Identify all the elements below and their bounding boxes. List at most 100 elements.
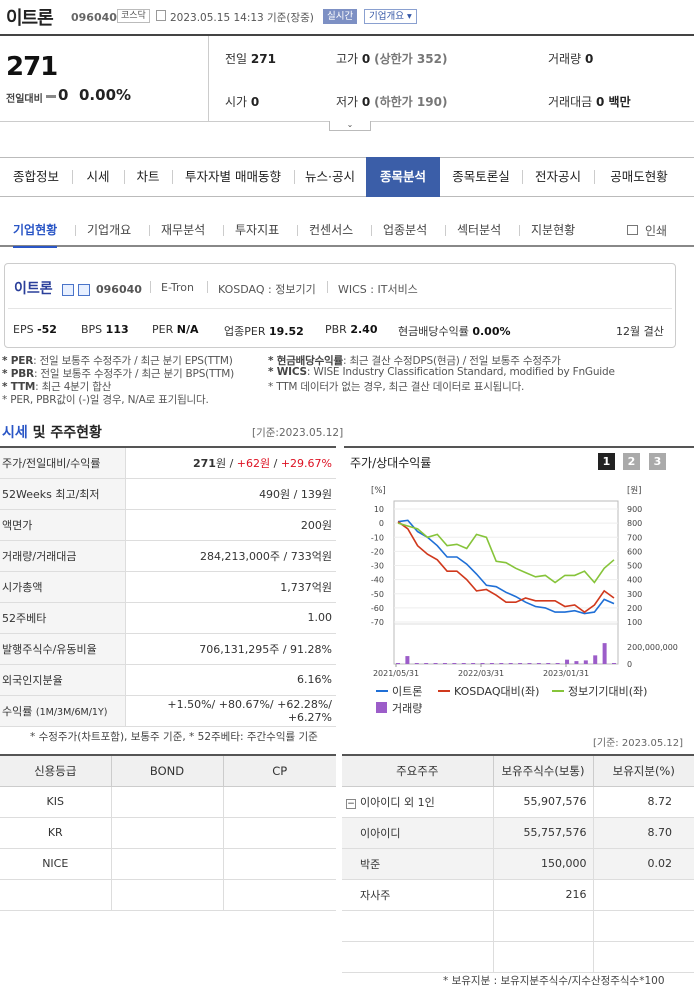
holder-name (342, 910, 494, 942)
volume-bar (508, 663, 513, 664)
left-axis-tick: -40 (371, 576, 384, 585)
table-row: 이아이디 55,757,576 8.70 (342, 817, 694, 849)
column-header: 주요주주 (342, 755, 494, 787)
tab-quotes[interactable]: 시세 (72, 158, 124, 196)
right-axis-unit: [원] (627, 486, 641, 496)
subtab-shareholding[interactable]: 지분현황 (518, 213, 575, 247)
print-button[interactable]: 인쇄 (645, 224, 668, 238)
stat-label: 거래량/거래대금 (0, 540, 126, 572)
holder-shares (493, 941, 594, 973)
column-header: 보유지분(%) (593, 755, 694, 787)
holder-shares: 216 (493, 879, 594, 911)
table-row: 시가총액 1,737억원 (0, 571, 336, 603)
right-axis-tick: 500 (627, 562, 642, 571)
table-row: KR (0, 817, 336, 849)
x-axis-tick: 2021/05/31 (373, 669, 419, 678)
table-row (342, 941, 694, 973)
per-value: PER N/A (152, 323, 199, 336)
bond-rating (111, 817, 224, 849)
home-icon[interactable] (62, 284, 74, 296)
wics-industry: WICS : IT서비스 (338, 283, 418, 296)
chart-footnote: * 수정주가(차트포함), 보통주 기준, * 52주베타: 주간수익률 기준 (30, 731, 318, 743)
subtab-industry[interactable]: 업종분석 (370, 213, 427, 247)
chart-period-button-1[interactable]: 1 (598, 453, 615, 470)
agency-name (0, 879, 112, 911)
table-row (342, 910, 694, 942)
volume-bar (471, 663, 476, 664)
legend-label: 정보기기대비(좌) (568, 685, 647, 698)
overview-dropdown[interactable]: 기업개요 ▾ (364, 9, 417, 24)
print-icon[interactable] (627, 225, 638, 235)
left-axis-unit: [%] (371, 486, 386, 496)
tab-stock-analysis[interactable]: 종목분석 (366, 157, 440, 197)
table-row: NICE (0, 848, 336, 880)
volume-bar (612, 663, 616, 664)
subtab-overview[interactable]: 기업개요 (74, 213, 131, 247)
volume-bar (574, 661, 579, 664)
cp-rating (223, 817, 336, 849)
stat-value: 1,737억원 (125, 571, 336, 603)
change-label: 전일대비 (6, 94, 43, 105)
kosdaq-industry: KOSDAQ : 정보기기 (218, 283, 316, 296)
major-shareholders-table: 주요주주 보유주식수(보통) 보유지분(%) − 이아이디 외 1인 55,907,5… (342, 754, 694, 973)
table-row: KIS (0, 786, 336, 818)
sub-tabs: 기업현황 기업개요 재무분석 투자지표 컨센서스 업종분석 섹터분석 지분현황 (0, 213, 694, 248)
stat-value: 271원 / +62원 / +29.67% (125, 447, 336, 479)
market-badge: 코스닥 (117, 9, 150, 23)
tab-disclosure[interactable]: 전자공시 (522, 158, 594, 196)
expand-chevron-icon[interactable]: ⌄ (329, 121, 371, 131)
open-price: 시가 0 (225, 95, 260, 109)
tab-news[interactable]: 뉴스·공시 (294, 158, 366, 196)
subtab-company-status[interactable]: 기업현황 (13, 213, 58, 248)
holder-pct (593, 910, 694, 942)
dividend-yield: 현금배당수익률 0.00% (398, 325, 511, 338)
high-price: 고가 0 (상한가 352) (336, 52, 448, 66)
stat-label: 시가총액 (0, 571, 126, 603)
stat-label: 수익률 (1M/3M/6M/1Y) (0, 695, 126, 727)
note-na: * PER, PBR값이 (-)일 경우, N/A로 표기됩니다. (2, 394, 209, 406)
legend-swatch (376, 702, 387, 713)
holder-pct: 8.70 (593, 817, 694, 849)
tab-short-selling[interactable]: 공매도현황 (594, 158, 684, 196)
volume-bar (565, 659, 570, 664)
table-row: 52주베타 1.00 (0, 602, 336, 634)
stat-value: 200원 (125, 509, 336, 541)
table-header-row: 주요주주 보유주식수(보통) 보유지분(%) (342, 755, 694, 787)
table-row: 52Weeks 최고/최저 490원 / 139원 (0, 478, 336, 510)
column-header: BOND (111, 755, 224, 787)
volume-bar (536, 663, 541, 664)
low-price: 저가 0 (하한가 190) (336, 95, 448, 109)
tab-investor-trading[interactable]: 투자자별 매매동향 (172, 158, 294, 196)
volume-bar (396, 663, 400, 664)
note-pbr: * PBR: 전일 보통주 수정주가 / 최근 분기 BPS(TTM) (2, 368, 235, 380)
right-axis-tick: 800 (627, 519, 642, 528)
tab-summary[interactable]: 종합정보 (12, 169, 59, 184)
bond-rating (111, 848, 224, 880)
timestamp: 2023.05.15 14:13 기준(장중) (170, 12, 314, 24)
right-axis-tick: 200 (627, 604, 642, 613)
stat-label: 52주베타 (0, 602, 126, 634)
collapse-icon[interactable]: − (346, 798, 356, 809)
eps-value: EPS -52 (13, 323, 57, 336)
table-row: 거래량/거래대금 284,213,000주 / 733억원 (0, 540, 336, 572)
company-card (4, 263, 676, 348)
subtab-indicators[interactable]: 투자지표 (222, 213, 279, 247)
cp-rating (223, 879, 336, 911)
volume-bar (414, 663, 419, 664)
note-wics: * WICS: WISE Industry Classification Sta… (268, 366, 615, 378)
subtab-sector[interactable]: 섹터분석 (444, 213, 501, 247)
building-icon[interactable] (78, 284, 90, 296)
subtab-consensus[interactable]: 컨센서스 (296, 213, 353, 247)
table-header-row: 신용등급 BOND CP (0, 755, 336, 787)
subtab-financials[interactable]: 재무분석 (148, 213, 205, 247)
realtime-badge[interactable]: 실시간 (323, 9, 358, 24)
holder-name: 박준 (342, 848, 494, 880)
series-line-1 (397, 519, 615, 615)
stat-label: 주가/전일대비/수익률 (0, 447, 126, 479)
tab-discussion[interactable]: 종목토론실 (452, 169, 510, 184)
chart-period-button-3[interactable]: 3 (649, 453, 666, 470)
chart-period-button-2[interactable]: 2 (623, 453, 640, 470)
holder-pct: 0.02 (593, 848, 694, 880)
tab-chart[interactable]: 차트 (124, 158, 172, 196)
divider (208, 36, 209, 122)
